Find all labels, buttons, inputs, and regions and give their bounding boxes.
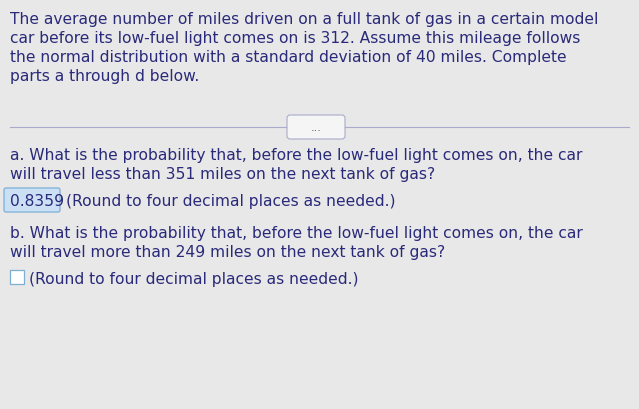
Text: 0.8359: 0.8359 (10, 193, 64, 209)
FancyBboxPatch shape (287, 116, 345, 139)
Text: will travel less than 351 miles on the next tank of gas?: will travel less than 351 miles on the n… (10, 166, 435, 182)
Text: ...: ... (311, 123, 321, 133)
Text: will travel more than 249 miles on the next tank of gas?: will travel more than 249 miles on the n… (10, 245, 445, 259)
Text: (Round to four decimal places as needed.): (Round to four decimal places as needed.… (66, 193, 396, 209)
Text: parts a through d below.: parts a through d below. (10, 69, 199, 84)
Text: car before its low-fuel light comes on is 312. Assume this mileage follows: car before its low-fuel light comes on i… (10, 31, 580, 46)
Text: (Round to four decimal places as needed.): (Round to four decimal places as needed.… (29, 271, 358, 286)
Text: b. What is the probability that, before the low-fuel light comes on, the car: b. What is the probability that, before … (10, 225, 583, 240)
Text: the normal distribution with a standard deviation of 40 miles. Complete: the normal distribution with a standard … (10, 50, 567, 65)
Text: The average number of miles driven on a full tank of gas in a certain model: The average number of miles driven on a … (10, 12, 598, 27)
Text: a. What is the probability that, before the low-fuel light comes on, the car: a. What is the probability that, before … (10, 148, 582, 163)
FancyBboxPatch shape (10, 270, 24, 284)
FancyBboxPatch shape (4, 189, 60, 213)
